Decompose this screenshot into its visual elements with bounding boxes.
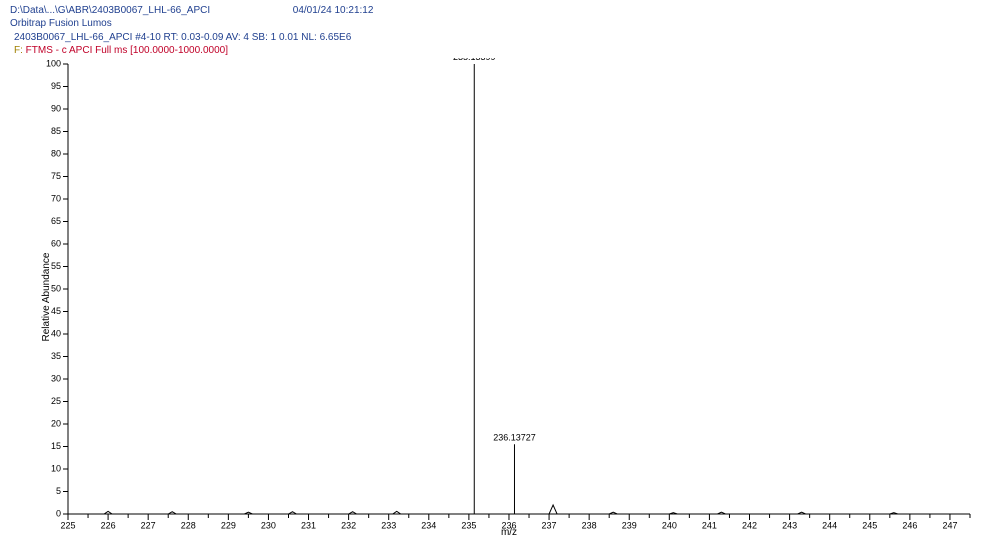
- file-datetime: 04/01/24 10:21:12: [293, 5, 374, 16]
- svg-text:45: 45: [51, 306, 61, 316]
- svg-text:65: 65: [51, 216, 61, 226]
- svg-text:246: 246: [902, 520, 917, 530]
- svg-text:55: 55: [51, 261, 61, 271]
- svg-text:241: 241: [702, 520, 717, 530]
- svg-text:50: 50: [51, 283, 61, 293]
- svg-text:247: 247: [942, 520, 957, 530]
- svg-text:236.13727: 236.13727: [493, 432, 536, 442]
- svg-text:229: 229: [221, 520, 236, 530]
- svg-text:235: 235: [461, 520, 476, 530]
- scan-header: 2403B0067_LHL-66_APCI #4-10 RT: 0.03-0.0…: [14, 32, 351, 57]
- svg-text:95: 95: [51, 81, 61, 91]
- svg-text:235.13399: 235.13399: [453, 58, 496, 62]
- spectrum-plot: 0 5 10 15 20 25 30 35 40 45 50 55 60 65 70 75 80 85 90 95 10…: [40, 58, 978, 536]
- svg-text:60: 60: [51, 238, 61, 248]
- scan-filter: FTMS - c APCI Full ms [100.0000-1000.000…: [26, 45, 228, 56]
- svg-text:240: 240: [662, 520, 677, 530]
- svg-text:80: 80: [51, 148, 61, 158]
- svg-text:227: 227: [141, 520, 156, 530]
- svg-text:243: 243: [782, 520, 797, 530]
- file-header: D:\Data\...\G\ABR\2403B0067_LHL-66_APCI …: [10, 4, 373, 30]
- svg-text:100: 100: [46, 58, 61, 68]
- svg-text:35: 35: [51, 351, 61, 361]
- svg-text:245: 245: [862, 520, 877, 530]
- svg-text:25: 25: [51, 396, 61, 406]
- svg-text:230: 230: [261, 520, 276, 530]
- svg-text:233: 233: [381, 520, 396, 530]
- svg-text:228: 228: [181, 520, 196, 530]
- svg-text:236: 236: [501, 520, 516, 530]
- scan-info: 2403B0067_LHL-66_APCI #4-10 RT: 0.03-0.0…: [14, 32, 351, 45]
- svg-text:15: 15: [51, 441, 61, 451]
- mass-spectrum-chart: Relative Abundance m/z 05101520253035404…: [40, 58, 978, 536]
- svg-text:75: 75: [51, 171, 61, 181]
- svg-text:5: 5: [56, 486, 61, 496]
- svg-text:238: 238: [582, 520, 597, 530]
- svg-text:242: 242: [742, 520, 757, 530]
- svg-text:85: 85: [51, 126, 61, 136]
- svg-text:244: 244: [822, 520, 837, 530]
- svg-text:90: 90: [51, 103, 61, 113]
- svg-text:0: 0: [56, 508, 61, 518]
- svg-text:237: 237: [542, 520, 557, 530]
- svg-text:70: 70: [51, 193, 61, 203]
- file-path: D:\Data\...\G\ABR\2403B0067_LHL-66_APCI: [10, 4, 290, 17]
- svg-text:232: 232: [341, 520, 356, 530]
- svg-text:239: 239: [622, 520, 637, 530]
- svg-text:231: 231: [301, 520, 316, 530]
- svg-text:30: 30: [51, 373, 61, 383]
- svg-text:234: 234: [421, 520, 436, 530]
- svg-text:10: 10: [51, 463, 61, 473]
- svg-text:225: 225: [60, 520, 75, 530]
- instrument-name: Orbitrap Fusion Lumos: [10, 17, 373, 30]
- filter-prefix: F:: [14, 45, 26, 56]
- svg-text:226: 226: [101, 520, 116, 530]
- svg-text:20: 20: [51, 418, 61, 428]
- svg-text:40: 40: [51, 328, 61, 338]
